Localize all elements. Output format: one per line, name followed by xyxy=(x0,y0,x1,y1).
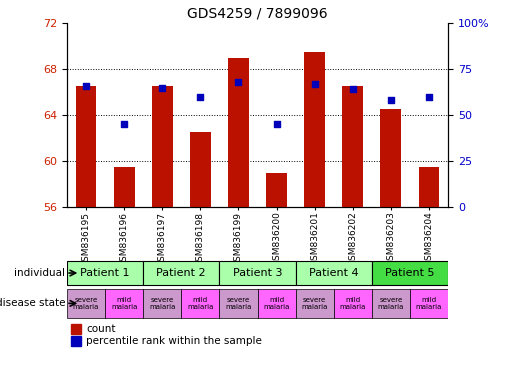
Bar xyxy=(334,289,372,318)
Point xyxy=(234,79,243,85)
Bar xyxy=(342,86,363,207)
Text: count: count xyxy=(86,324,115,334)
Text: disease state: disease state xyxy=(0,298,65,308)
Text: severe
malaria: severe malaria xyxy=(301,297,328,310)
Text: mild
malaria: mild malaria xyxy=(339,297,366,310)
Point xyxy=(158,84,166,91)
Bar xyxy=(67,261,143,285)
Bar xyxy=(114,167,134,207)
Bar xyxy=(410,289,448,318)
Text: mild
malaria: mild malaria xyxy=(263,297,290,310)
Bar xyxy=(143,289,181,318)
Point xyxy=(82,83,90,89)
Text: Patient 2: Patient 2 xyxy=(157,268,206,278)
Bar xyxy=(296,289,334,318)
Text: Patient 5: Patient 5 xyxy=(385,268,435,278)
Text: individual: individual xyxy=(14,268,65,278)
Text: mild
malaria: mild malaria xyxy=(416,297,442,310)
Text: severe
malaria: severe malaria xyxy=(73,297,99,310)
Point xyxy=(196,94,204,100)
Text: severe
malaria: severe malaria xyxy=(377,297,404,310)
Bar xyxy=(372,289,410,318)
Bar xyxy=(181,289,219,318)
Point xyxy=(349,86,357,93)
Text: severe
malaria: severe malaria xyxy=(149,297,176,310)
Bar xyxy=(219,261,296,285)
Point xyxy=(387,98,395,104)
Bar xyxy=(228,58,249,207)
Text: mild
malaria: mild malaria xyxy=(111,297,138,310)
Text: Patient 3: Patient 3 xyxy=(233,268,282,278)
Bar xyxy=(71,324,81,334)
Bar xyxy=(67,289,105,318)
Text: Patient 4: Patient 4 xyxy=(309,268,358,278)
Bar xyxy=(304,52,325,207)
Bar xyxy=(190,132,211,207)
Text: mild
malaria: mild malaria xyxy=(187,297,214,310)
Bar xyxy=(76,86,96,207)
Text: percentile rank within the sample: percentile rank within the sample xyxy=(86,336,262,346)
Bar xyxy=(381,109,401,207)
Bar xyxy=(71,336,81,346)
Text: severe
malaria: severe malaria xyxy=(225,297,252,310)
Bar xyxy=(152,86,173,207)
Bar xyxy=(258,289,296,318)
Point xyxy=(425,94,433,100)
Title: GDS4259 / 7899096: GDS4259 / 7899096 xyxy=(187,7,328,20)
Point xyxy=(272,121,281,127)
Point xyxy=(120,121,128,127)
Text: Patient 1: Patient 1 xyxy=(80,268,130,278)
Bar xyxy=(296,261,372,285)
Bar xyxy=(105,289,143,318)
Bar xyxy=(143,261,219,285)
Bar xyxy=(266,173,287,207)
Bar xyxy=(419,167,439,207)
Point xyxy=(311,81,319,87)
Bar xyxy=(219,289,258,318)
Bar xyxy=(372,261,448,285)
